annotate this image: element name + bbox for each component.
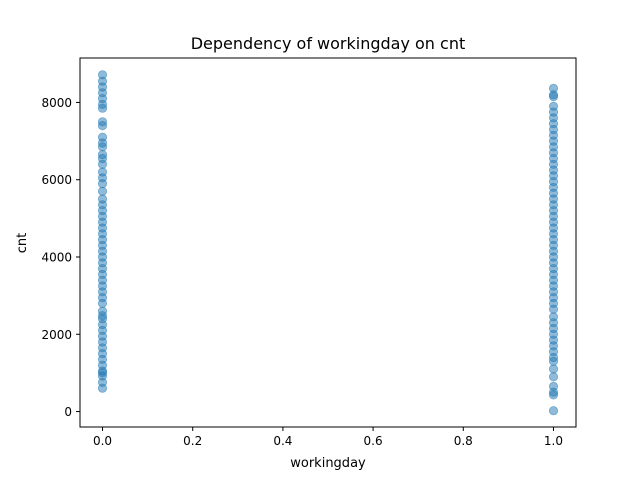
x-axis-ticks: 0.0 0.2 0.4 0.6 0.8 1.0	[93, 427, 563, 448]
data-point	[97, 167, 108, 177]
data-point	[97, 150, 108, 160]
y-axis-label: cnt	[15, 233, 30, 253]
chart-title: Dependency of workingday on cnt	[191, 34, 466, 53]
data-point	[548, 101, 559, 111]
x-axis-label: workingday	[290, 456, 366, 471]
y-axis-ticks: 0 2000 4000 6000 8000	[41, 96, 80, 419]
x-tick-label: 0.6	[364, 434, 383, 448]
y-tick-label: 6000	[41, 173, 72, 187]
data-point	[97, 306, 108, 316]
data-point	[548, 312, 559, 322]
plot-frame	[79, 57, 577, 428]
y-tick-label: 4000	[41, 250, 72, 264]
data-point	[548, 83, 559, 94]
x-tick-label: 0.2	[183, 434, 202, 448]
data-point	[548, 381, 559, 391]
data-point	[97, 70, 108, 80]
x-tick-label: 0.4	[273, 434, 292, 448]
y-tick-label: 8000	[41, 96, 72, 110]
data-point	[97, 194, 108, 204]
x-tick-label: 1.0	[544, 434, 563, 448]
points-layer	[97, 70, 559, 416]
x-tick-label: 0.0	[93, 434, 112, 448]
y-tick-label: 0	[64, 405, 72, 419]
y-tick-label: 2000	[41, 328, 72, 342]
data-point	[97, 186, 108, 196]
x-tick-label: 0.8	[454, 434, 473, 448]
data-point	[548, 364, 559, 374]
data-point	[97, 117, 108, 127]
data-point	[548, 406, 559, 416]
data-point	[97, 132, 108, 142]
data-point	[548, 372, 559, 382]
